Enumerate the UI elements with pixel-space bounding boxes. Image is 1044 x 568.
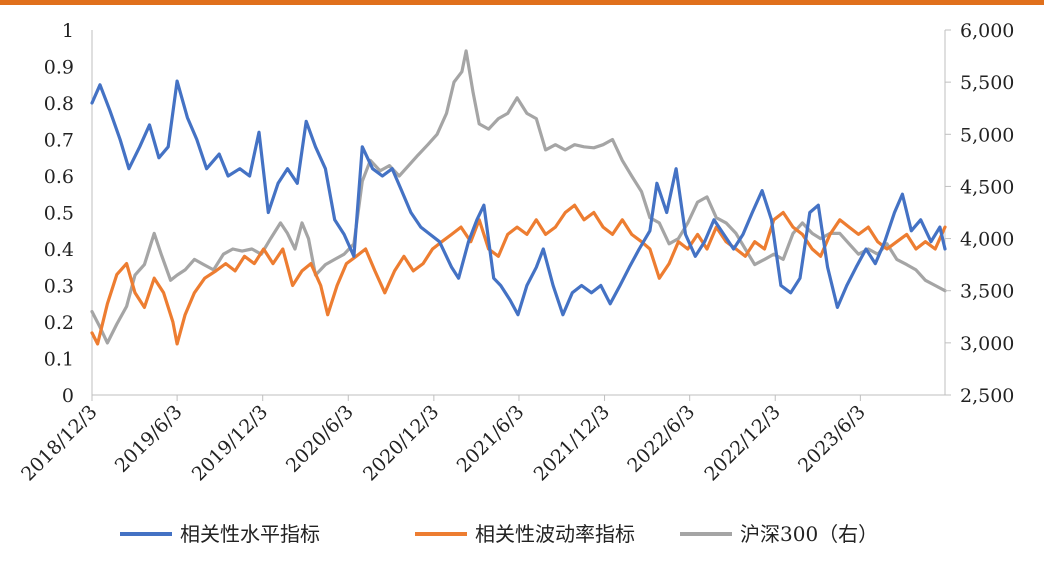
- x-tick-label: 2020/12/3: [359, 401, 443, 485]
- left-tick-label: 0.4: [44, 239, 74, 261]
- left-tick-label: 0.8: [44, 93, 74, 115]
- x-tick-label: 2022/6/3: [623, 401, 699, 477]
- x-tick-label: 2023/6/3: [794, 401, 870, 477]
- x-tick-label: 2019/6/3: [111, 401, 187, 477]
- left-tick-label: 0.7: [44, 130, 74, 152]
- left-tick-label: 1: [62, 20, 74, 42]
- right-axis-ticks: 2,500 3,000 3,500 4,000 4,500 5,000 5,500 6,000: [945, 20, 1014, 407]
- right-tick-label: 5,000: [960, 124, 1014, 146]
- top-accent-bar: [0, 0, 1044, 5]
- left-tick-label: 0.9: [44, 57, 74, 79]
- x-tick-label: 2021/12/3: [530, 401, 614, 485]
- right-tick-label: 6,000: [960, 20, 1014, 42]
- left-tick-label: 0.2: [44, 312, 74, 334]
- x-tick-label: 2022/12/3: [700, 401, 784, 485]
- left-tick-label: 0.5: [44, 203, 74, 225]
- x-axis-ticks: 2018/12/3 2019/6/3 2019/12/3 2020/6/3 2020/1…: [17, 395, 870, 485]
- x-tick-label: 2018/12/3: [17, 401, 101, 485]
- series-line-0: [90, 79, 947, 317]
- x-tick-label: 2021/6/3: [453, 401, 529, 477]
- x-tick-label: 2020/6/3: [282, 401, 358, 477]
- left-tick-label: 0.6: [44, 166, 74, 188]
- legend-label-1: 相关性波动率指标: [475, 522, 635, 546]
- left-tick-label: 0: [62, 385, 74, 407]
- legend-label-0: 相关性水平指标: [180, 522, 320, 546]
- series-layer: [90, 49, 947, 346]
- right-tick-label: 2,500: [960, 385, 1014, 407]
- right-tick-label: 4,000: [960, 229, 1014, 251]
- right-tick-label: 5,500: [960, 72, 1014, 94]
- left-axis-ticks: 0 0.1 0.2 0.3 0.4 0.5 0.6 0.7 0.8 0.9 1: [44, 20, 74, 407]
- legend-label-2: 沪深300（右）: [740, 522, 878, 546]
- right-tick-label: 3,000: [960, 333, 1014, 355]
- legend: 相关性水平指标 相关性波动率指标 沪深300（右）: [120, 522, 878, 546]
- right-tick-label: 4,500: [960, 176, 1014, 198]
- left-tick-label: 0.3: [44, 276, 74, 298]
- right-tick-label: 3,500: [960, 281, 1014, 303]
- plot-frame: [91, 30, 946, 396]
- series-line-1: [90, 203, 947, 346]
- left-tick-label: 0.1: [44, 349, 74, 371]
- x-tick-label: 2019/12/3: [188, 401, 272, 485]
- series-line-2: [90, 49, 947, 345]
